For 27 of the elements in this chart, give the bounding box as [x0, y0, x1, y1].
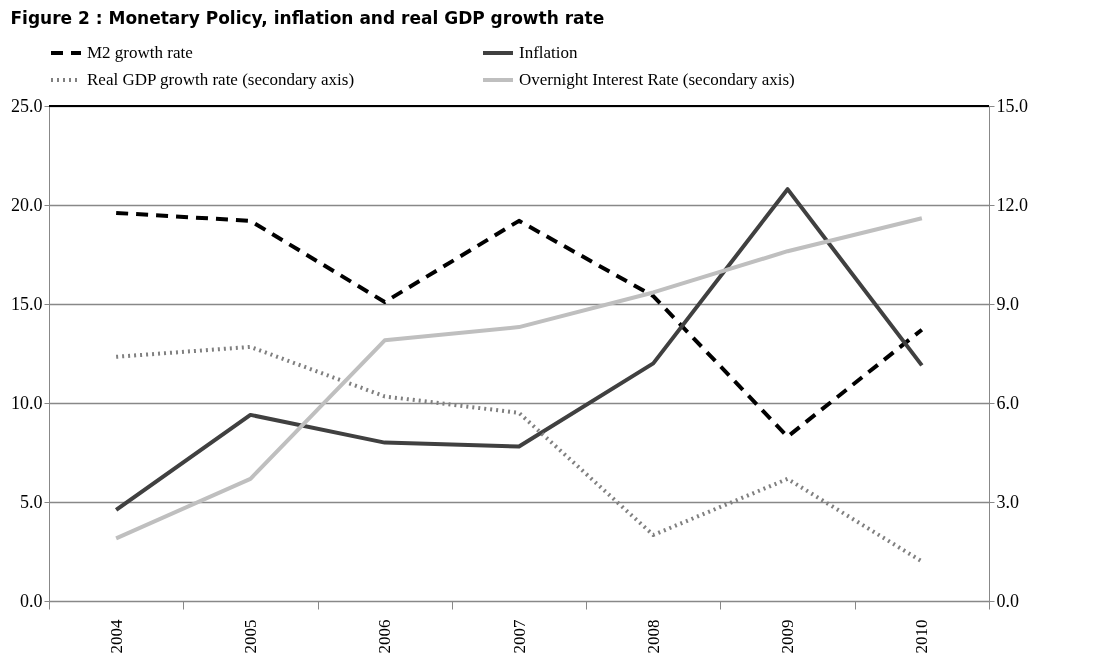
y-tick-label: 0.0 [20, 590, 43, 611]
y-tick-label: 15.0 [11, 293, 43, 314]
y2-tick-label: 9.0 [996, 293, 1019, 314]
legend-label: Real GDP growth rate (secondary axis) [87, 70, 355, 89]
x-tick-label: 2009 [778, 619, 798, 654]
x-tick-label: 2010 [912, 619, 932, 654]
line-series [114, 210, 924, 439]
y2-tick-label: 6.0 [996, 392, 1019, 413]
line-series [114, 216, 924, 541]
legend-label: M2 growth rate [87, 43, 193, 62]
x-tick-label: 2006 [375, 619, 395, 654]
x-tick-label: 2005 [240, 619, 260, 654]
legend-label: Overnight Interest Rate (secondary axis) [519, 70, 795, 89]
y2-tick-label: 3.0 [996, 491, 1019, 512]
x-tick-label: 2007 [509, 619, 529, 654]
y-tick-label: 25.0 [11, 95, 43, 116]
y2-tick-label: 12.0 [996, 194, 1028, 215]
y-tick-label: 5.0 [20, 491, 43, 512]
y2-tick-label: 15.0 [996, 95, 1028, 116]
y-tick-label: 10.0 [11, 392, 43, 413]
x-tick-label: 2008 [643, 619, 663, 654]
y2-tick-label: 0.0 [996, 590, 1019, 611]
y-tick-label: 20.0 [11, 194, 43, 215]
chart-title: Figure 2 : Monetary Policy, inflation and real GDP growth rate [10, 8, 605, 28]
x-tick-label: 2004 [106, 619, 126, 654]
line-series [114, 187, 924, 512]
legend-label: Inflation [519, 43, 579, 62]
